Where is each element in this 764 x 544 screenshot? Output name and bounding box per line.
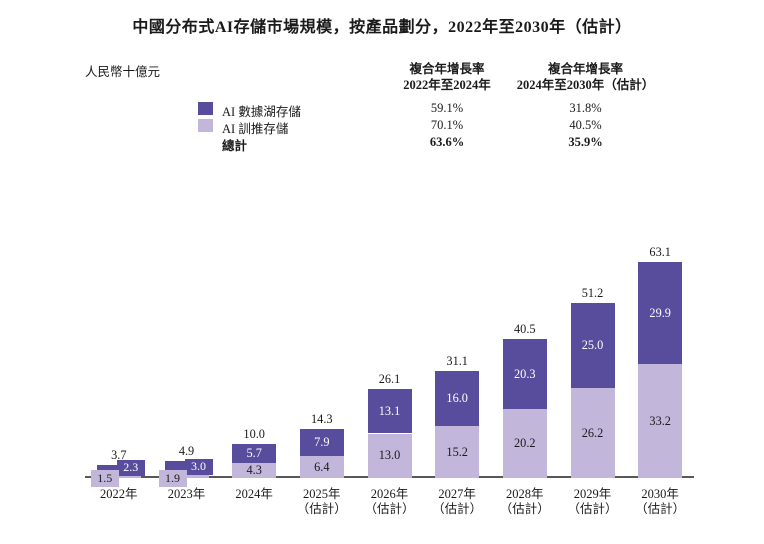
bar-total-label: 63.1	[649, 245, 671, 259]
x-axis-estimate-note: （估計）	[499, 502, 550, 516]
stacked-bar-chart: 3.7 2.3 1.5 2022年 4.9 3.0 1.9 2023年 4.3 5.7 10.0 20…	[85, 240, 694, 530]
x-axis-year: 2025年	[303, 487, 341, 501]
x-axis-label: 2029年 （估計）	[559, 487, 627, 517]
x-axis-year: 2022年	[100, 487, 138, 501]
cagr-value: 70.1%	[430, 118, 464, 132]
x-axis-estimate-note: （估計）	[635, 502, 686, 516]
x-axis-estimate-note: （估計）	[364, 502, 415, 516]
cagr-header-line1: 複合年增長率	[547, 62, 623, 76]
bar-segment-dark: 13.1	[367, 388, 412, 434]
bar-segment-light: 6.4	[299, 456, 344, 478]
x-axis-year: 2024年	[235, 487, 273, 501]
legend-row-train-infer: AI 訓推存儲 70.1% 40.5%	[196, 118, 696, 136]
page-title: 中國分布式AI存儲市場規模，按產品劃分，2022年至2030年（估計）	[132, 19, 632, 36]
x-axis-label: 2027年 （估計）	[423, 487, 491, 517]
bar-segment-dark: 29.9	[638, 262, 683, 365]
bar-segment-dark: 5.7	[232, 443, 277, 464]
cagr-value: 59.1%	[430, 101, 464, 115]
bar-value-chip-light: 1.5	[90, 470, 119, 487]
bar-value-chip-light: 1.9	[158, 470, 187, 487]
bar-total-label: 3.7	[111, 448, 127, 462]
x-axis-estimate-note: （估計）	[567, 502, 618, 516]
cagr-value: 35.9%	[568, 135, 603, 149]
bar-total-label: 4.9	[178, 444, 195, 459]
x-axis-year: 2029年	[573, 487, 612, 501]
x-axis-estimate-note: （估計）	[432, 502, 483, 516]
bar-segment-light: 15.2	[435, 426, 480, 478]
bar-segment-light: 26.2	[570, 388, 615, 478]
x-axis-label: 2028年 （估計）	[491, 487, 559, 517]
x-axis-year: 2028年	[506, 487, 544, 501]
cagr-value: 63.6%	[429, 135, 465, 149]
x-axis-year: 2023年	[167, 487, 206, 501]
bar-segment-light: 33.2	[638, 364, 683, 478]
legend-label: AI 訓推存儲	[222, 122, 289, 136]
x-axis-year: 2027年	[438, 487, 476, 501]
unit-label: 人民幣十億元	[85, 65, 161, 79]
x-axis-year: 2026年	[370, 487, 409, 501]
bar-segment-dark: 7.9	[299, 429, 344, 456]
legend-label: 總計	[222, 139, 248, 153]
bar-segment-dark: 20.3	[502, 339, 547, 409]
bar-segment-light: 20.2	[502, 408, 547, 478]
bar-segment-light	[164, 471, 209, 478]
bar-value-chip-dark: 3.0	[184, 458, 213, 475]
cagr-header-line1: 複合年增長率	[409, 62, 485, 76]
legend-swatch-light-icon	[198, 119, 213, 132]
bar-total-label: 10.0	[243, 426, 265, 441]
bar-segment-dark: 16.0	[435, 371, 480, 426]
x-axis-label: 2026年 （估計）	[356, 487, 424, 517]
bar-total-label: 31.1	[446, 354, 468, 369]
x-axis-year: 2030年	[641, 487, 679, 501]
cagr-header-line2: 2022年至2024年	[403, 78, 491, 92]
x-axis-estimate-note: （估計）	[296, 502, 347, 516]
bar-segment-light: 4.3	[232, 463, 277, 478]
bar-segment-dark: 25.0	[570, 302, 615, 389]
cagr-value: 31.8%	[569, 101, 602, 115]
bar-total-label: 40.5	[514, 322, 536, 337]
legend-label: AI 數據湖存儲	[222, 105, 301, 119]
cagr-value: 40.5%	[569, 118, 602, 132]
bar-total-label: 26.1	[378, 371, 401, 386]
legend-row-data-lake: AI 數據湖存儲 59.1% 31.8%	[196, 101, 696, 119]
cagr-header-line2: 2024年至2030年（估計）	[516, 78, 655, 92]
legend-swatch-dark-icon	[198, 102, 213, 115]
bar-value-chip-dark: 2.3	[116, 459, 145, 476]
x-axis-label: 2024年	[220, 487, 288, 502]
x-axis-label: 2030年 （估計）	[626, 487, 694, 517]
x-axis-label: 2023年	[153, 487, 221, 502]
x-axis-label: 2025年 （估計）	[288, 487, 356, 517]
bar-segment-light: 13.0	[367, 433, 412, 478]
legend-row-total: 總計 63.6% 35.9%	[196, 135, 696, 153]
cagr-header-2022-2024: 複合年增長率 2022年至2024年	[357, 61, 537, 93]
x-axis-label: 2022年	[85, 487, 153, 502]
bar-total-label: 51.2	[581, 285, 604, 300]
cagr-header-2024-2030: 複合年增長率 2024年至2030年（估計）	[478, 61, 693, 93]
bar-total-label: 14.3	[311, 412, 333, 426]
